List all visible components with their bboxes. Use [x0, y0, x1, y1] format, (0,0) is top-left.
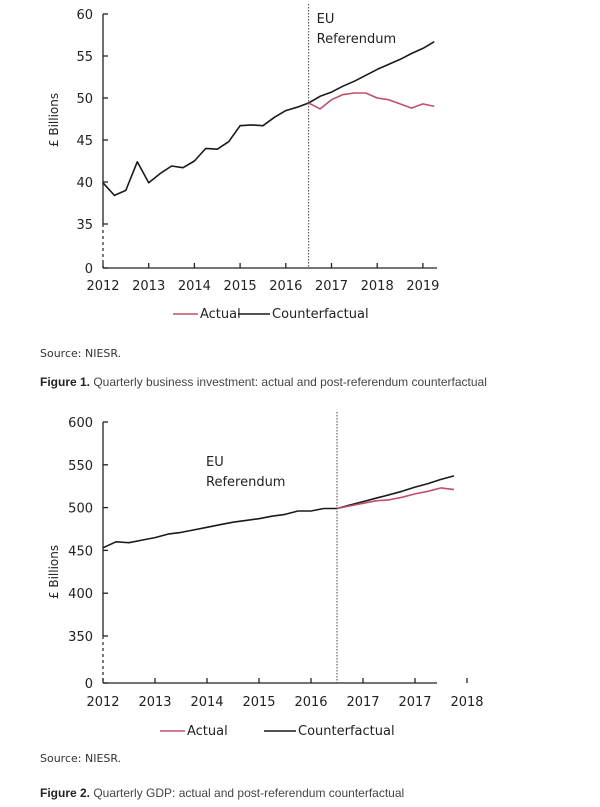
- x-tick-label: 2016: [294, 695, 327, 710]
- y-tick-label: 0: [85, 677, 93, 692]
- legend-label-actual: Actual: [200, 307, 241, 322]
- annotation-referendum: Referendum: [317, 32, 396, 47]
- figure1-source: Source: NIESR.: [40, 347, 122, 360]
- x-tick-label: 2017: [315, 279, 348, 294]
- x-tick-label: 2013: [132, 279, 165, 294]
- series-line-counterfactual: [102, 41, 435, 197]
- x-tick-label: 2015: [224, 279, 257, 294]
- annotation-eu: EU: [206, 455, 224, 470]
- y-tick-label: 60: [76, 8, 93, 23]
- y-axis-label: £ Billions: [47, 545, 61, 599]
- figure2-source: Source: NIESR.: [40, 752, 122, 765]
- gdp-chart: 0 350 400 450 500 550 600 2012 2013 2014 2015 2016 2…: [47, 412, 484, 739]
- figure1-caption: Figure 1. Quarterly business investment:…: [40, 375, 487, 389]
- x-tick-label: 2018: [450, 695, 483, 710]
- x-tick-label: 2018: [361, 279, 394, 294]
- x-tick-label: 2017: [398, 695, 431, 710]
- y-tick-label: 600: [68, 416, 93, 431]
- series-line-actual: [336, 487, 455, 510]
- annotation-eu: EU: [317, 12, 335, 27]
- legend-label-counterfactual: Counterfactual: [298, 724, 395, 739]
- legend-label-actual: Actual: [187, 724, 228, 739]
- annotation-referendum: Referendum: [206, 475, 285, 490]
- x-tick-label: 2012: [86, 695, 119, 710]
- business-investment-chart: 0 35 40 45 50 55 60 2012 2013 2014 2015 2016 2017 201…: [47, 4, 439, 322]
- x-tick-label: 2014: [178, 279, 211, 294]
- y-tick-label: 400: [68, 587, 93, 602]
- x-tick-label: 2015: [242, 695, 275, 710]
- y-tick-label: 550: [68, 459, 93, 474]
- figure2-caption-text: Quarterly GDP: actual and post-referendu…: [90, 786, 405, 800]
- series-line-actual: [308, 92, 435, 110]
- y-tick-label: 50: [76, 92, 93, 107]
- x-tick-label: 2016: [269, 279, 302, 294]
- y-tick-label: 350: [68, 630, 93, 645]
- figure1-caption-label: Figure 1.: [40, 375, 91, 389]
- figure2-caption-label: Figure 2.: [40, 786, 91, 800]
- figure2-caption: Figure 2. Quarterly GDP: actual and post…: [40, 786, 404, 800]
- y-tick-label: 40: [76, 176, 93, 191]
- x-tick-label: 2014: [190, 695, 223, 710]
- y-tick-label: 450: [68, 544, 93, 559]
- y-tick-label: 45: [76, 134, 93, 149]
- y-tick-label: 500: [68, 502, 93, 517]
- figure1-caption-text: Quarterly business investment: actual an…: [90, 375, 487, 389]
- x-tick-label: 2013: [138, 695, 171, 710]
- x-tick-label: 2019: [406, 279, 439, 294]
- legend-label-counterfactual: Counterfactual: [272, 307, 369, 322]
- y-tick-label: 55: [76, 50, 93, 65]
- y-tick-label: 0: [85, 262, 93, 277]
- series-line-counterfactual: [102, 475, 455, 549]
- x-tick-label: 2012: [86, 279, 119, 294]
- x-tick-label: 2017: [346, 695, 379, 710]
- y-axis-label: £ Billions: [47, 93, 61, 147]
- y-tick-label: 35: [76, 218, 93, 233]
